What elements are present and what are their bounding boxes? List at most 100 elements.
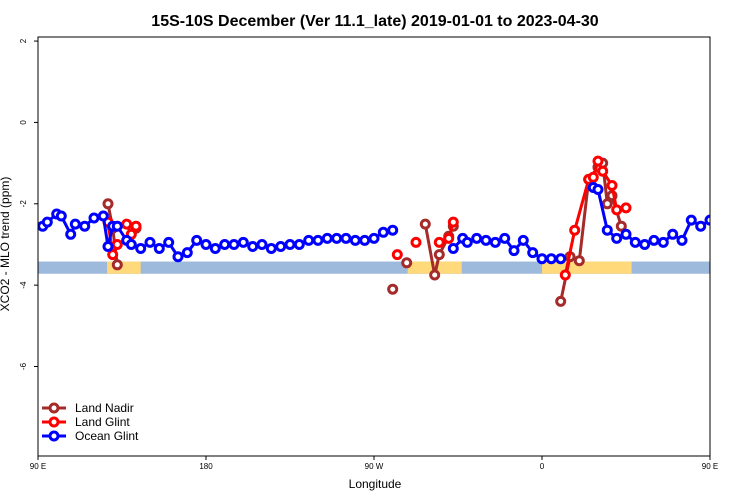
ocean-glint-point (676, 234, 688, 246)
ocean-glint-point (639, 239, 651, 250)
land-nadir-point (401, 257, 413, 269)
ocean-glint-point (527, 247, 539, 259)
legend-item-land-nadir: Land Nadir (42, 401, 134, 415)
x-tick-label: 180 (199, 462, 213, 471)
ocean-glint-point (657, 236, 669, 248)
ocean-glint-point (545, 253, 557, 265)
land-glint-point (592, 155, 604, 167)
land-nadir-point (429, 269, 441, 281)
series-land-glint (102, 155, 632, 281)
ocean-glint-point (219, 239, 231, 250)
land-band-2 (542, 261, 632, 274)
ocean-glint-point (265, 243, 277, 254)
legend: Land Nadir Land Glint Ocean Glint (42, 401, 139, 443)
land-nadir-point (615, 220, 627, 232)
legend-label-ocean-glint: Ocean Glint (75, 429, 139, 443)
land-nadir-point (111, 259, 123, 271)
x-axis-label: Longitude (349, 477, 402, 491)
land-glint-point (410, 236, 422, 248)
ocean-glint-point (592, 184, 604, 195)
ocean-glint-point (88, 212, 100, 224)
ocean-glint-point (55, 210, 67, 222)
ocean-glint-point (508, 245, 520, 257)
ocean-glint-point (725, 214, 733, 222)
ocean-glint-point (461, 236, 473, 248)
legend-item-land-glint: Land Glint (42, 415, 130, 429)
legend-marker-land-nadir (48, 402, 60, 414)
ocean-glint-point (536, 253, 548, 265)
ocean-glint-point (349, 234, 361, 246)
ocean-glint-point (321, 232, 333, 244)
land-glint-point (443, 232, 455, 244)
ocean-glint-point (237, 236, 249, 248)
ocean-glint-point (102, 241, 114, 252)
ocean-glint-point (601, 224, 613, 236)
y-tick-label: -2 (19, 200, 28, 208)
ocean-glint-point (153, 243, 165, 254)
ocean-glint-point (387, 224, 399, 236)
ocean-glint-point (303, 234, 315, 246)
ocean-glint-point (471, 232, 483, 244)
ocean-glint-point (65, 228, 77, 240)
ocean-glint-point (144, 236, 156, 248)
ocean-glint-point (69, 218, 81, 230)
x-tick-label: 90 E (30, 462, 46, 471)
ocean-glint-point (648, 234, 660, 246)
land-nadir-point (387, 283, 399, 295)
y-tick-label: -4 (19, 281, 28, 289)
ocean-glint-point (499, 232, 511, 244)
x-tick-label: 90 E (702, 462, 718, 471)
land-glint-point (569, 224, 581, 236)
ocean-glint-point (480, 234, 492, 246)
series-layer (38, 155, 750, 307)
ocean-glint-point (256, 239, 268, 250)
chart-title: 15S-10S December (Ver 11.1_late) 2019-01… (151, 13, 599, 30)
y-tick-label: 0 (19, 120, 28, 125)
land-nadir-point (573, 255, 585, 267)
ocean-glint-point (629, 236, 641, 248)
ocean-glint-point (359, 234, 371, 246)
land-glint-point (597, 165, 609, 177)
y-axis-label: XCO2 - MLO trend (ppm) (0, 177, 12, 312)
ocean-glint-point (200, 239, 212, 250)
ocean-glint-point (284, 239, 296, 250)
land-nadir-point (555, 295, 567, 307)
legend-marker-land-glint (48, 416, 60, 428)
legend-item-ocean-glint: Ocean Glint (42, 429, 139, 443)
series-land-nadir (102, 157, 627, 307)
land-glint-point (611, 204, 623, 216)
series-ocean-glint (38, 182, 750, 265)
ocean-glint-point (41, 216, 53, 228)
land-glint-point (587, 171, 599, 183)
ocean-glint-point (247, 241, 259, 252)
ocean-glint-point (293, 239, 305, 250)
ocean-glint-point (620, 228, 632, 240)
ocean-glint-point (172, 251, 184, 263)
land-glint-point (107, 249, 119, 261)
legend-marker-ocean-glint (48, 430, 60, 442)
ocean-glint-point (667, 228, 679, 240)
land-glint-point (111, 239, 123, 250)
ocean-glint-point (715, 210, 723, 218)
land-glint-point (606, 180, 618, 191)
land-glint-point (559, 269, 571, 281)
ocean-glint-point (331, 232, 343, 244)
ocean-glint-point (135, 243, 147, 254)
legend-label-land-glint: Land Glint (75, 415, 130, 429)
land-glint-point (121, 218, 133, 230)
land-ocean-band (38, 261, 710, 274)
ocean-glint-point (555, 253, 567, 265)
land-glint-point (391, 249, 403, 261)
ocean-glint-point (447, 243, 459, 254)
ocean-glint-point (312, 234, 324, 246)
ocean-glint-point (79, 220, 91, 232)
ocean-glint-point (163, 236, 175, 248)
ocean-glint-point (611, 232, 623, 244)
y-tick-label: -6 (19, 362, 28, 370)
land-glint-point (433, 236, 445, 248)
ocean-glint-point (368, 232, 380, 244)
ocean-glint-point (695, 220, 707, 232)
ocean-glint-point (191, 234, 203, 246)
ocean-glint-point (743, 218, 750, 226)
